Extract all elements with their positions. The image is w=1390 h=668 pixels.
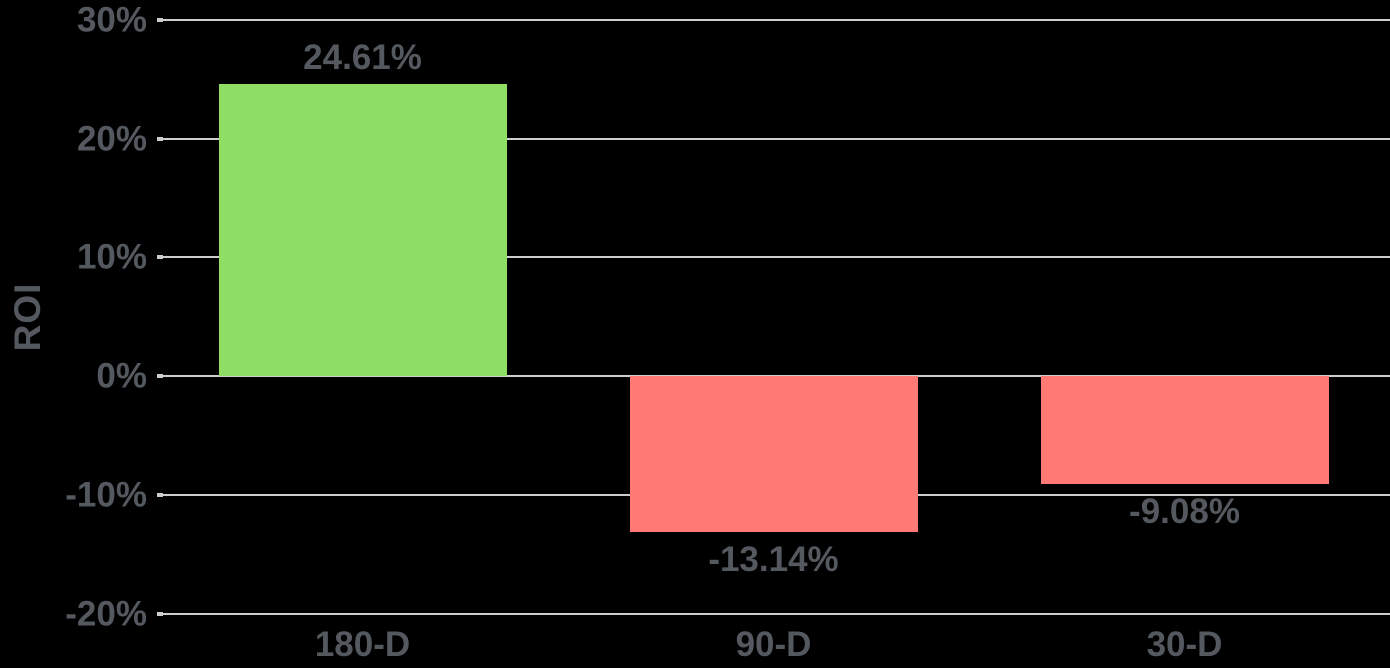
y-axis-tick [157, 374, 163, 379]
bar-90-D[interactable] [629, 376, 918, 533]
y-axis-tick [157, 18, 163, 22]
y-axis-tick [157, 611, 163, 616]
bar-value-label: -13.14% [708, 540, 839, 580]
gridline--20% [157, 612, 1390, 615]
bar-value-label: -9.08% [1129, 491, 1240, 531]
bar-180-D[interactable] [218, 83, 507, 377]
y-tick-label: 30% [76, 0, 147, 40]
y-tick-label: -20% [65, 594, 147, 633]
x-tick-label-30-D: 30-D [1146, 625, 1223, 664]
gridline-10% [157, 256, 1390, 259]
bar-30-D[interactable] [1040, 376, 1329, 484]
y-axis-tick [157, 492, 163, 497]
y-tick-label: 10% [76, 237, 147, 277]
y-tick-label: 0% [96, 356, 147, 396]
x-tick-label-90-D: 90-D [735, 625, 812, 664]
gridline-30% [157, 19, 1390, 21]
y-tick-label: 20% [76, 119, 147, 159]
y-axis-tick [157, 255, 163, 260]
x-tick-label-180-D: 180-D [314, 625, 411, 664]
bar-value-label: 24.61% [303, 37, 422, 77]
y-tick-label: -10% [65, 475, 147, 515]
y-axis-title: ROI [7, 282, 48, 352]
y-axis-tick [157, 136, 163, 141]
gridline-20% [157, 137, 1390, 140]
